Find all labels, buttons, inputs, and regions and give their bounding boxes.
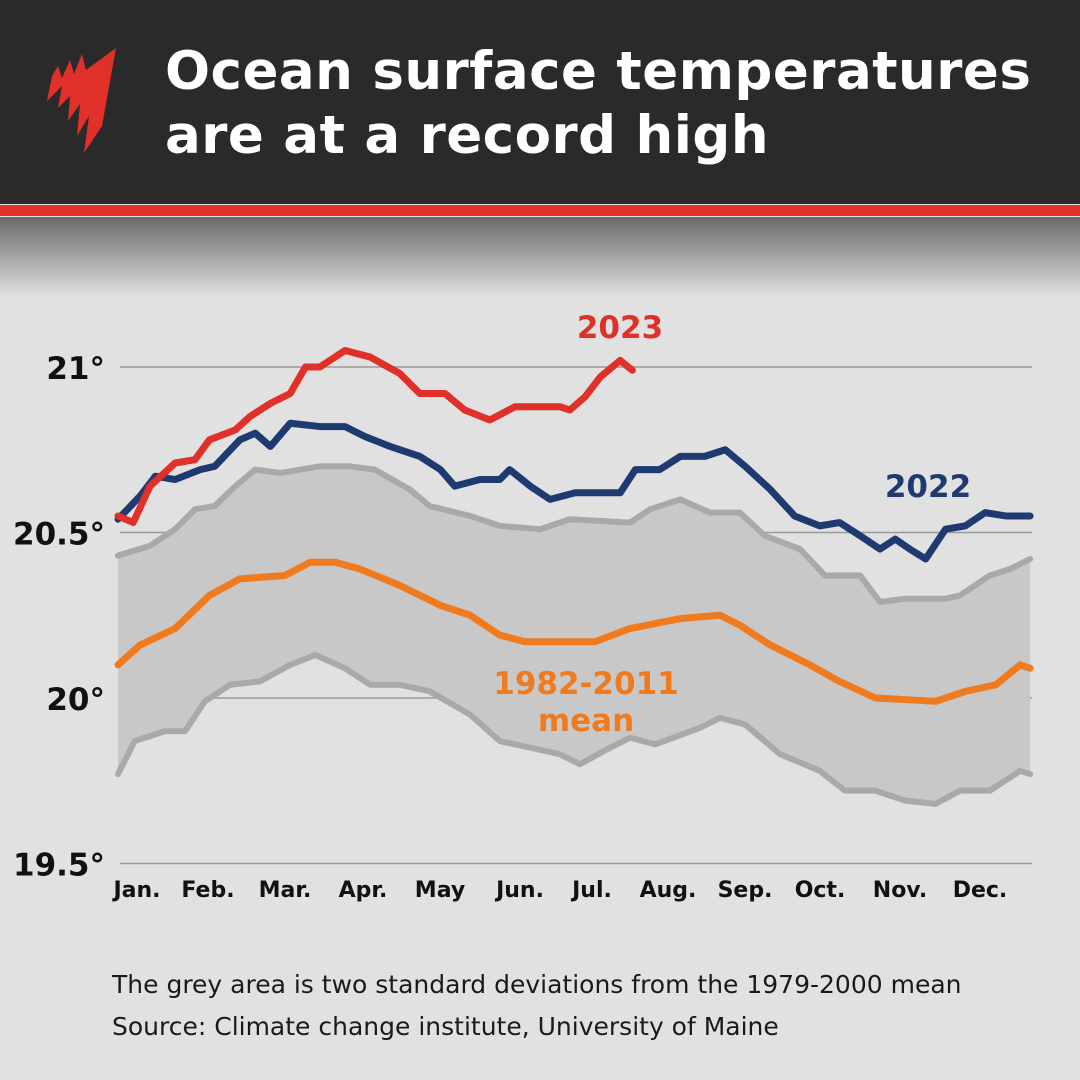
x-tick-label: Jul. bbox=[570, 878, 612, 903]
std-dev-band bbox=[118, 466, 1031, 804]
annotation-2023: 2023 bbox=[577, 310, 663, 346]
x-tick-label: Mar. bbox=[259, 878, 312, 903]
y-tick-label: 20.5° bbox=[13, 517, 105, 553]
x-tick-label: Oct. bbox=[795, 878, 846, 903]
y-tick-label: 19.5° bbox=[13, 848, 105, 884]
x-tick-label: Feb. bbox=[181, 878, 234, 903]
band-note: The grey area is two standard deviations… bbox=[112, 970, 962, 999]
annotation-2022: 2022 bbox=[885, 469, 971, 505]
mean-line bbox=[114, 558, 1034, 705]
header-shadow bbox=[0, 217, 1080, 297]
x-tick-label: Dec. bbox=[953, 878, 1008, 903]
header-bar bbox=[0, 0, 1080, 204]
lower-bound-line bbox=[115, 463, 1034, 606]
y-tick-label: 20° bbox=[46, 682, 105, 718]
title-line-2: are at a record high bbox=[165, 105, 770, 166]
page-title: Ocean surface temperatures are at a reco… bbox=[165, 40, 1031, 168]
sbs-logo bbox=[47, 48, 116, 153]
annotation-mean-line2: mean bbox=[538, 703, 634, 739]
annotation-mean-line1: 1982-2011 bbox=[493, 666, 678, 702]
x-tick-label: Sep. bbox=[718, 878, 773, 903]
series-2023-line bbox=[114, 346, 636, 527]
y-tick-label: 21° bbox=[46, 351, 105, 387]
x-tick-label: Jun. bbox=[494, 878, 544, 903]
source-note: Source: Climate change institute, Univer… bbox=[112, 1012, 779, 1041]
title-line-1: Ocean surface temperatures bbox=[165, 41, 1032, 102]
x-tick-label: Jan. bbox=[111, 878, 160, 903]
x-tick-label: May bbox=[415, 878, 465, 903]
upper-bound-line bbox=[115, 651, 1034, 807]
accent-stripe bbox=[0, 205, 1080, 216]
x-tick-label: Apr. bbox=[339, 878, 388, 903]
x-tick-label: Aug. bbox=[640, 878, 697, 903]
x-tick-label: Nov. bbox=[873, 878, 927, 903]
series-2022-line bbox=[114, 419, 1034, 563]
